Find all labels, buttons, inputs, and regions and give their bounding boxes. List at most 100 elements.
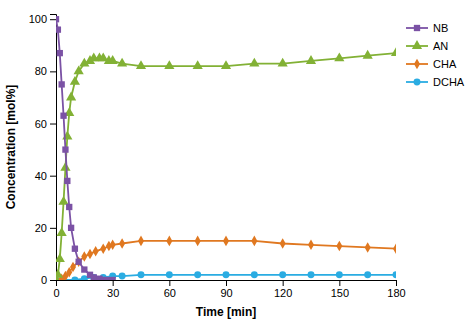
point xyxy=(393,243,396,254)
y-tick-label: 60 xyxy=(35,118,47,130)
y-tick: 60 xyxy=(35,118,56,130)
point xyxy=(87,249,93,260)
point xyxy=(57,50,63,56)
point xyxy=(104,277,110,280)
point xyxy=(119,238,125,249)
point xyxy=(74,65,84,74)
x-tick: 180 xyxy=(387,280,405,299)
y-tick-mark xyxy=(50,176,56,177)
legend-label: DCHA xyxy=(433,76,465,88)
y-axis-line xyxy=(50,15,57,281)
x-tick-label: 120 xyxy=(274,287,292,299)
point xyxy=(62,146,68,152)
point xyxy=(58,196,68,205)
point xyxy=(76,259,82,265)
y-tick-mark xyxy=(50,280,56,281)
x-tick-mark xyxy=(396,280,397,286)
x-tick-mark xyxy=(226,280,227,286)
line xyxy=(56,53,396,280)
point xyxy=(100,243,106,254)
point xyxy=(110,240,116,251)
y-tick-label: 40 xyxy=(35,170,47,182)
x-axis-line xyxy=(57,281,397,287)
legend-marker xyxy=(412,40,422,49)
x-tick-mark xyxy=(339,280,340,286)
legend-label: CHA xyxy=(433,58,457,70)
plot-area: 0306090120150180020406080100 xyxy=(29,13,406,299)
point xyxy=(59,81,65,87)
point xyxy=(164,60,174,69)
point xyxy=(138,236,144,247)
x-axis-title: Time [min] xyxy=(196,305,256,319)
point xyxy=(195,236,201,247)
point xyxy=(193,60,203,69)
legend-item: NB xyxy=(406,22,448,34)
point xyxy=(391,47,396,56)
legend-label: NB xyxy=(433,22,448,34)
y-tick-mark xyxy=(50,71,56,72)
x-tick-mark xyxy=(169,280,170,286)
point xyxy=(119,273,126,280)
x-tick: 0 xyxy=(53,280,59,299)
x-tick-label: 60 xyxy=(164,287,176,299)
y-tick-label: 100 xyxy=(29,13,47,25)
point xyxy=(110,277,116,280)
point xyxy=(223,236,229,247)
point xyxy=(90,274,97,280)
y-tick-label: 20 xyxy=(35,222,47,234)
point xyxy=(166,271,173,278)
point xyxy=(166,236,172,247)
line xyxy=(56,241,396,280)
legend-marker xyxy=(414,79,421,86)
y-axis: 0 20 40 60 80 100 xyxy=(29,13,57,286)
point xyxy=(56,26,61,32)
point xyxy=(336,241,342,252)
point xyxy=(56,16,59,22)
point xyxy=(308,271,315,278)
point xyxy=(336,271,343,278)
legend-item: DCHA xyxy=(406,76,465,88)
point xyxy=(56,269,63,278)
y-tick: 0 xyxy=(41,274,56,286)
x-tick-label: 150 xyxy=(331,287,349,299)
x-tick: 90 xyxy=(220,280,232,299)
y-tick-mark xyxy=(50,228,56,229)
x-tick: 120 xyxy=(274,280,292,299)
point xyxy=(393,271,396,278)
point xyxy=(81,275,88,280)
point xyxy=(251,236,257,247)
y-tick: 40 xyxy=(35,170,56,182)
point xyxy=(60,113,66,119)
point xyxy=(81,251,87,262)
point xyxy=(334,52,344,61)
point xyxy=(138,271,145,278)
y-axis-title: Concentration [mol%] xyxy=(4,85,18,210)
point xyxy=(251,271,258,278)
point xyxy=(93,246,99,257)
point xyxy=(278,58,288,67)
legend-item: AN xyxy=(406,40,448,52)
x-tick: 60 xyxy=(164,280,176,299)
point xyxy=(364,271,371,278)
x-tick-label: 180 xyxy=(387,287,405,299)
point xyxy=(57,227,67,236)
legend-marker xyxy=(414,25,420,31)
x-tick-mark xyxy=(113,280,114,286)
point xyxy=(221,60,231,69)
series xyxy=(56,236,396,280)
point xyxy=(194,271,201,278)
point xyxy=(306,55,316,64)
point xyxy=(279,271,286,278)
y-tick-label: 80 xyxy=(35,65,47,77)
legend-item: CHA xyxy=(406,58,457,70)
point xyxy=(91,274,97,280)
y-tick: 20 xyxy=(35,222,56,234)
x-tick-mark xyxy=(283,280,284,286)
series xyxy=(56,16,116,280)
point xyxy=(280,238,286,249)
y-tick-mark xyxy=(50,124,56,125)
legend: NB AN CHA DCHA xyxy=(406,22,465,88)
point xyxy=(81,266,87,272)
point xyxy=(108,55,118,64)
point xyxy=(249,58,259,67)
